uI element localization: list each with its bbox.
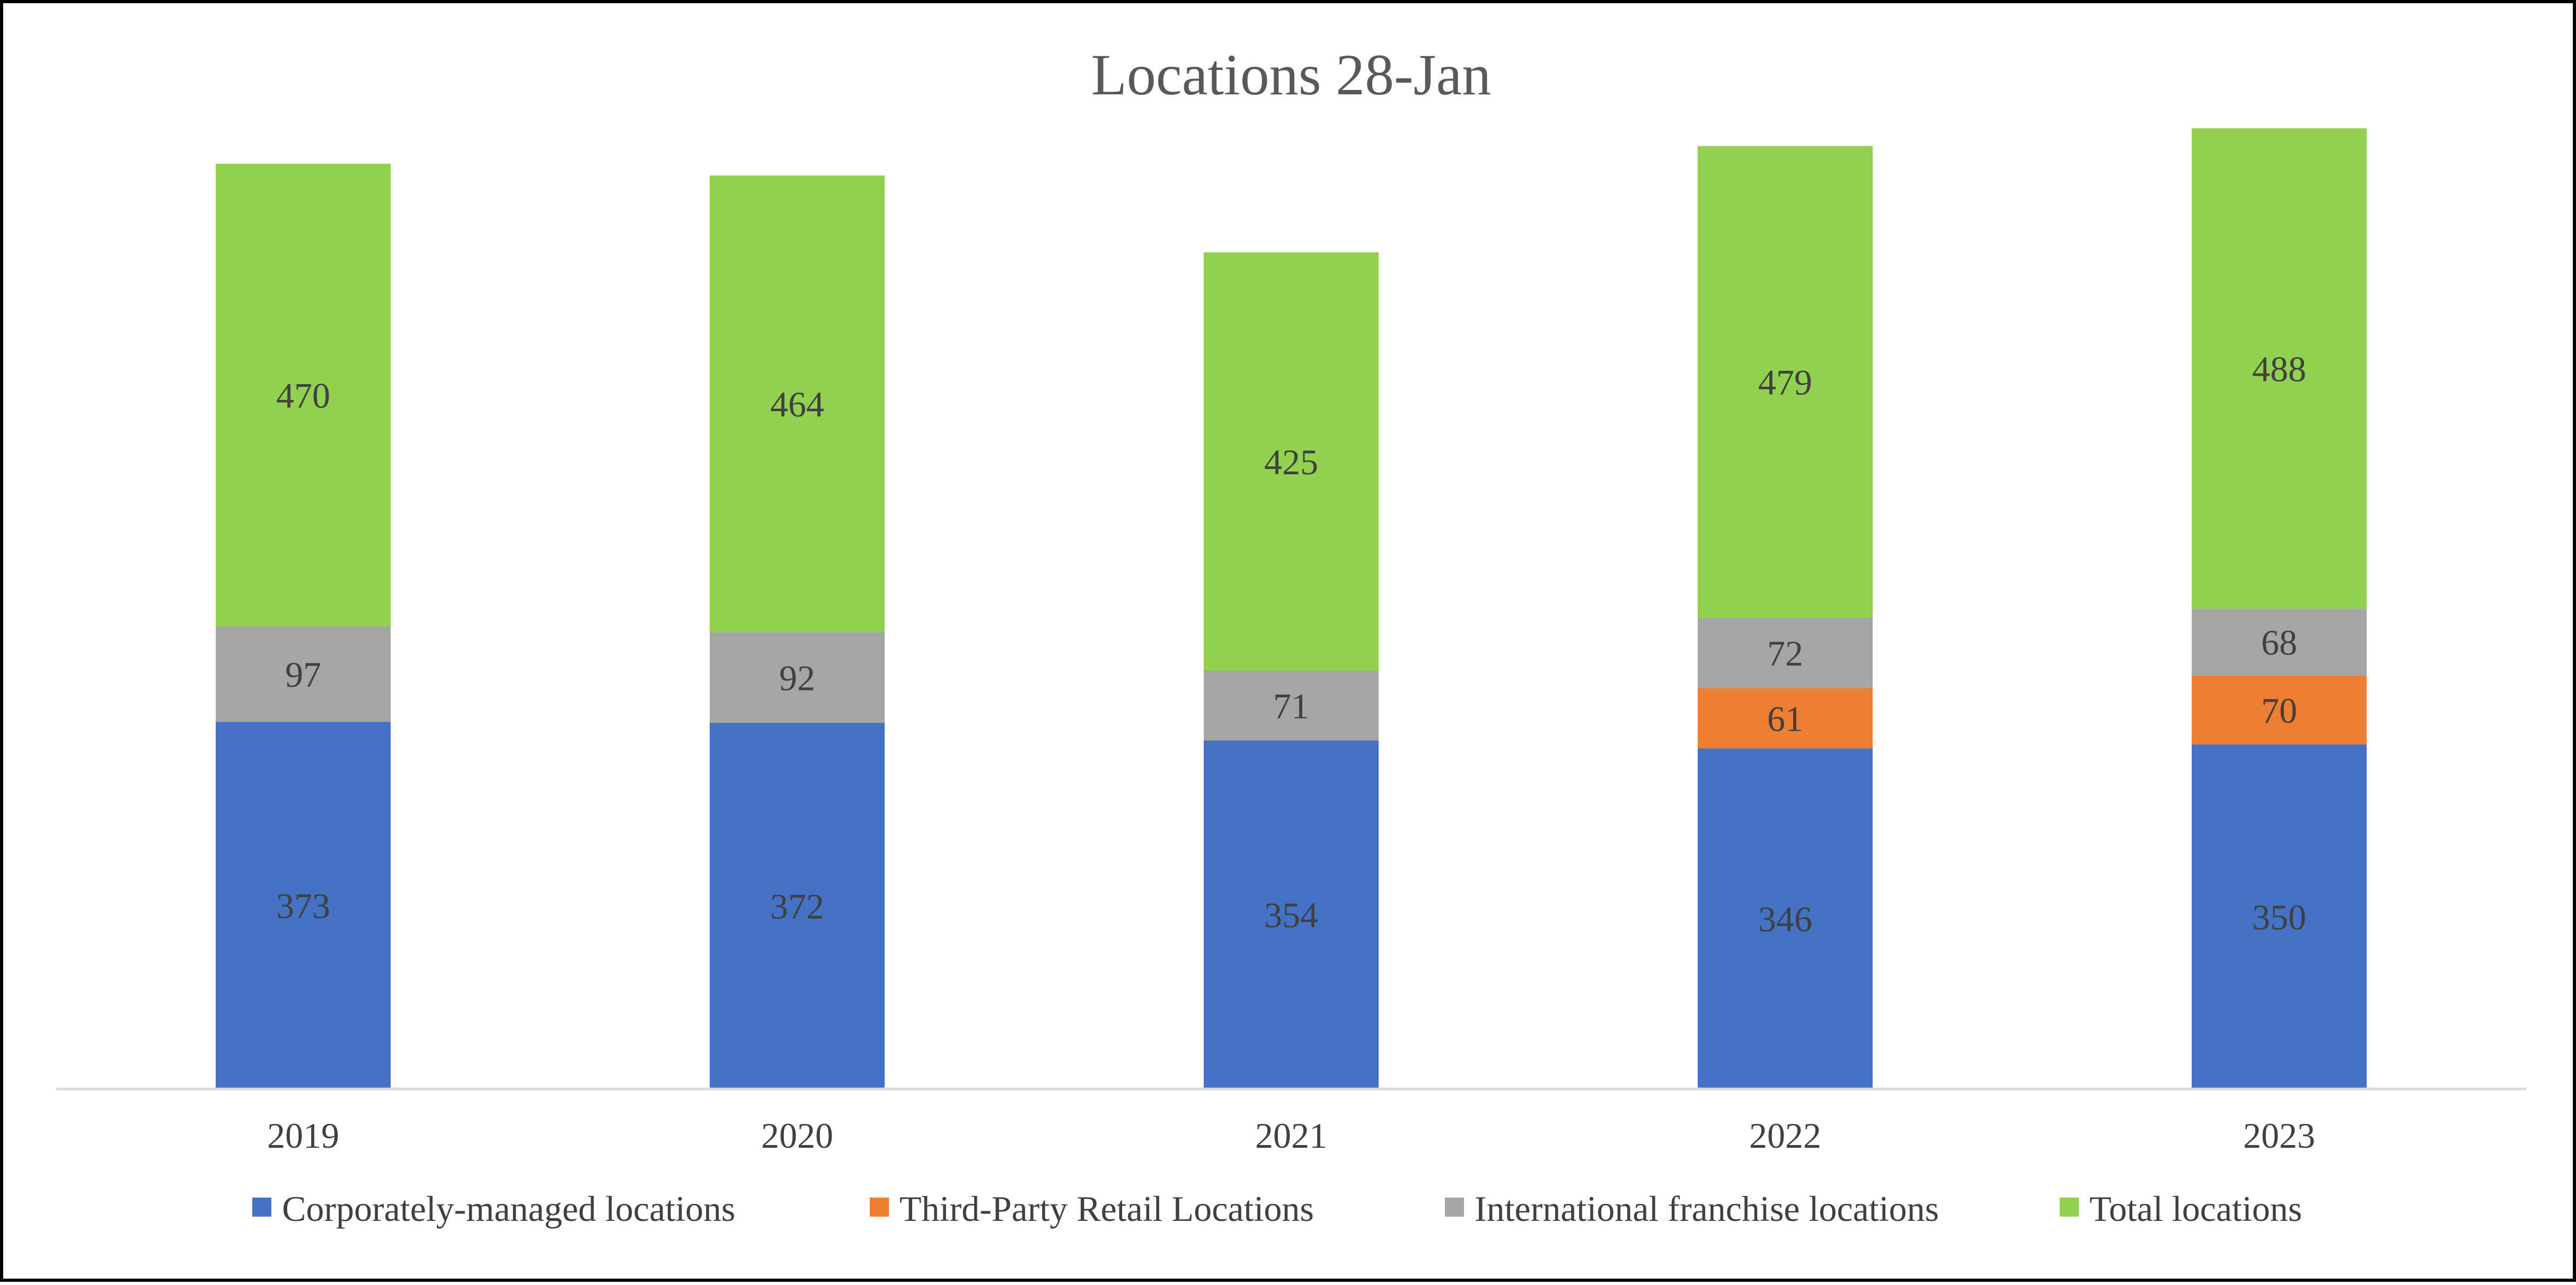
bar-2021-series-3 xyxy=(1204,252,1379,671)
data-label-2022-series-0: 346 xyxy=(1758,899,1812,940)
x-tick-label-2023: 2023 xyxy=(2243,1115,2315,1156)
legend-swatch-3 xyxy=(2060,1198,2079,1217)
bar-2019-series-3 xyxy=(216,164,391,626)
x-tick-label-2020: 2020 xyxy=(761,1115,833,1156)
legend-label-0: Corporately-managed locations xyxy=(282,1189,735,1229)
legend-item-3: Total locations xyxy=(2060,1189,2302,1229)
bar-2020-series-2 xyxy=(710,632,885,723)
bar-2022-series-3 xyxy=(1698,146,1873,618)
bar-2023-series-0 xyxy=(2192,744,2367,1089)
data-label-2023-series-2: 68 xyxy=(2261,623,2297,663)
data-label-2020-series-0: 372 xyxy=(770,887,824,927)
data-label-2019-series-3: 470 xyxy=(276,376,330,416)
data-label-2023-series-3: 488 xyxy=(2252,349,2306,389)
bar-2020-series-0 xyxy=(710,723,885,1089)
legend-swatch-2 xyxy=(1445,1198,1464,1217)
legend-label-1: Third-Party Retail Locations xyxy=(899,1189,1314,1229)
bars-layer: 373-97470372-92464354-714253466172479350… xyxy=(216,128,2367,1089)
legend-label-2: International franchise locations xyxy=(1475,1189,1939,1229)
bar-2019-series-2 xyxy=(216,626,391,722)
data-label-2023-series-1: 70 xyxy=(2261,690,2297,731)
chart-title: Locations 28-Jan xyxy=(1091,42,1492,107)
data-label-2019-series-0: 373 xyxy=(276,886,330,926)
data-label-2022-series-3: 479 xyxy=(1758,362,1812,402)
bar-2023-series-3 xyxy=(2192,128,2367,609)
bar-2023-series-2 xyxy=(2192,608,2367,676)
legend-label-3: Total locations xyxy=(2089,1189,2302,1229)
legend-item-0: Corporately-managed locations xyxy=(252,1189,735,1229)
legend: Corporately-managed locations Third-Party… xyxy=(252,1189,2302,1229)
x-tick-label-2021: 2021 xyxy=(1255,1115,1327,1156)
data-label-2022-series-1: 61 xyxy=(1767,699,1803,739)
legend-swatch-0 xyxy=(252,1198,271,1217)
stacked-bar-chart: Locations 28-Jan 373-97470372-92464354-7… xyxy=(56,42,2526,1229)
x-tick-label-2019: 2019 xyxy=(267,1115,339,1156)
bar-2019-series-0 xyxy=(216,722,391,1089)
x-tick-label-2022: 2022 xyxy=(1749,1115,1821,1156)
data-label-2021-series-2: 71 xyxy=(1273,686,1309,726)
bar-2020-series-3 xyxy=(710,175,885,633)
bar-2023-series-1 xyxy=(2192,675,2367,745)
bar-2021-series-2 xyxy=(1204,670,1379,741)
legend-item-2: International franchise locations xyxy=(1445,1189,1939,1229)
data-label-2021-series-3: 425 xyxy=(1264,442,1318,482)
data-label-2022-series-2: 72 xyxy=(1767,633,1803,673)
data-label-2023-series-0: 350 xyxy=(2252,897,2306,937)
data-label-2019-series-2: 97 xyxy=(285,654,321,695)
data-label-2020-series-2: 92 xyxy=(779,658,815,698)
x-tick-labels: 2019 2020 2021 2022 2023 xyxy=(267,1115,2315,1156)
bar-2022-series-1 xyxy=(1698,688,1873,749)
legend-swatch-1 xyxy=(870,1198,889,1217)
data-label-2020-series-3: 464 xyxy=(770,384,824,424)
bar-2022-series-2 xyxy=(1698,617,1873,689)
bar-2021-series-0 xyxy=(1204,740,1379,1089)
data-label-2021-series-0: 354 xyxy=(1264,895,1318,935)
legend-item-1: Third-Party Retail Locations xyxy=(870,1189,1314,1229)
bar-2022-series-0 xyxy=(1698,748,1873,1089)
